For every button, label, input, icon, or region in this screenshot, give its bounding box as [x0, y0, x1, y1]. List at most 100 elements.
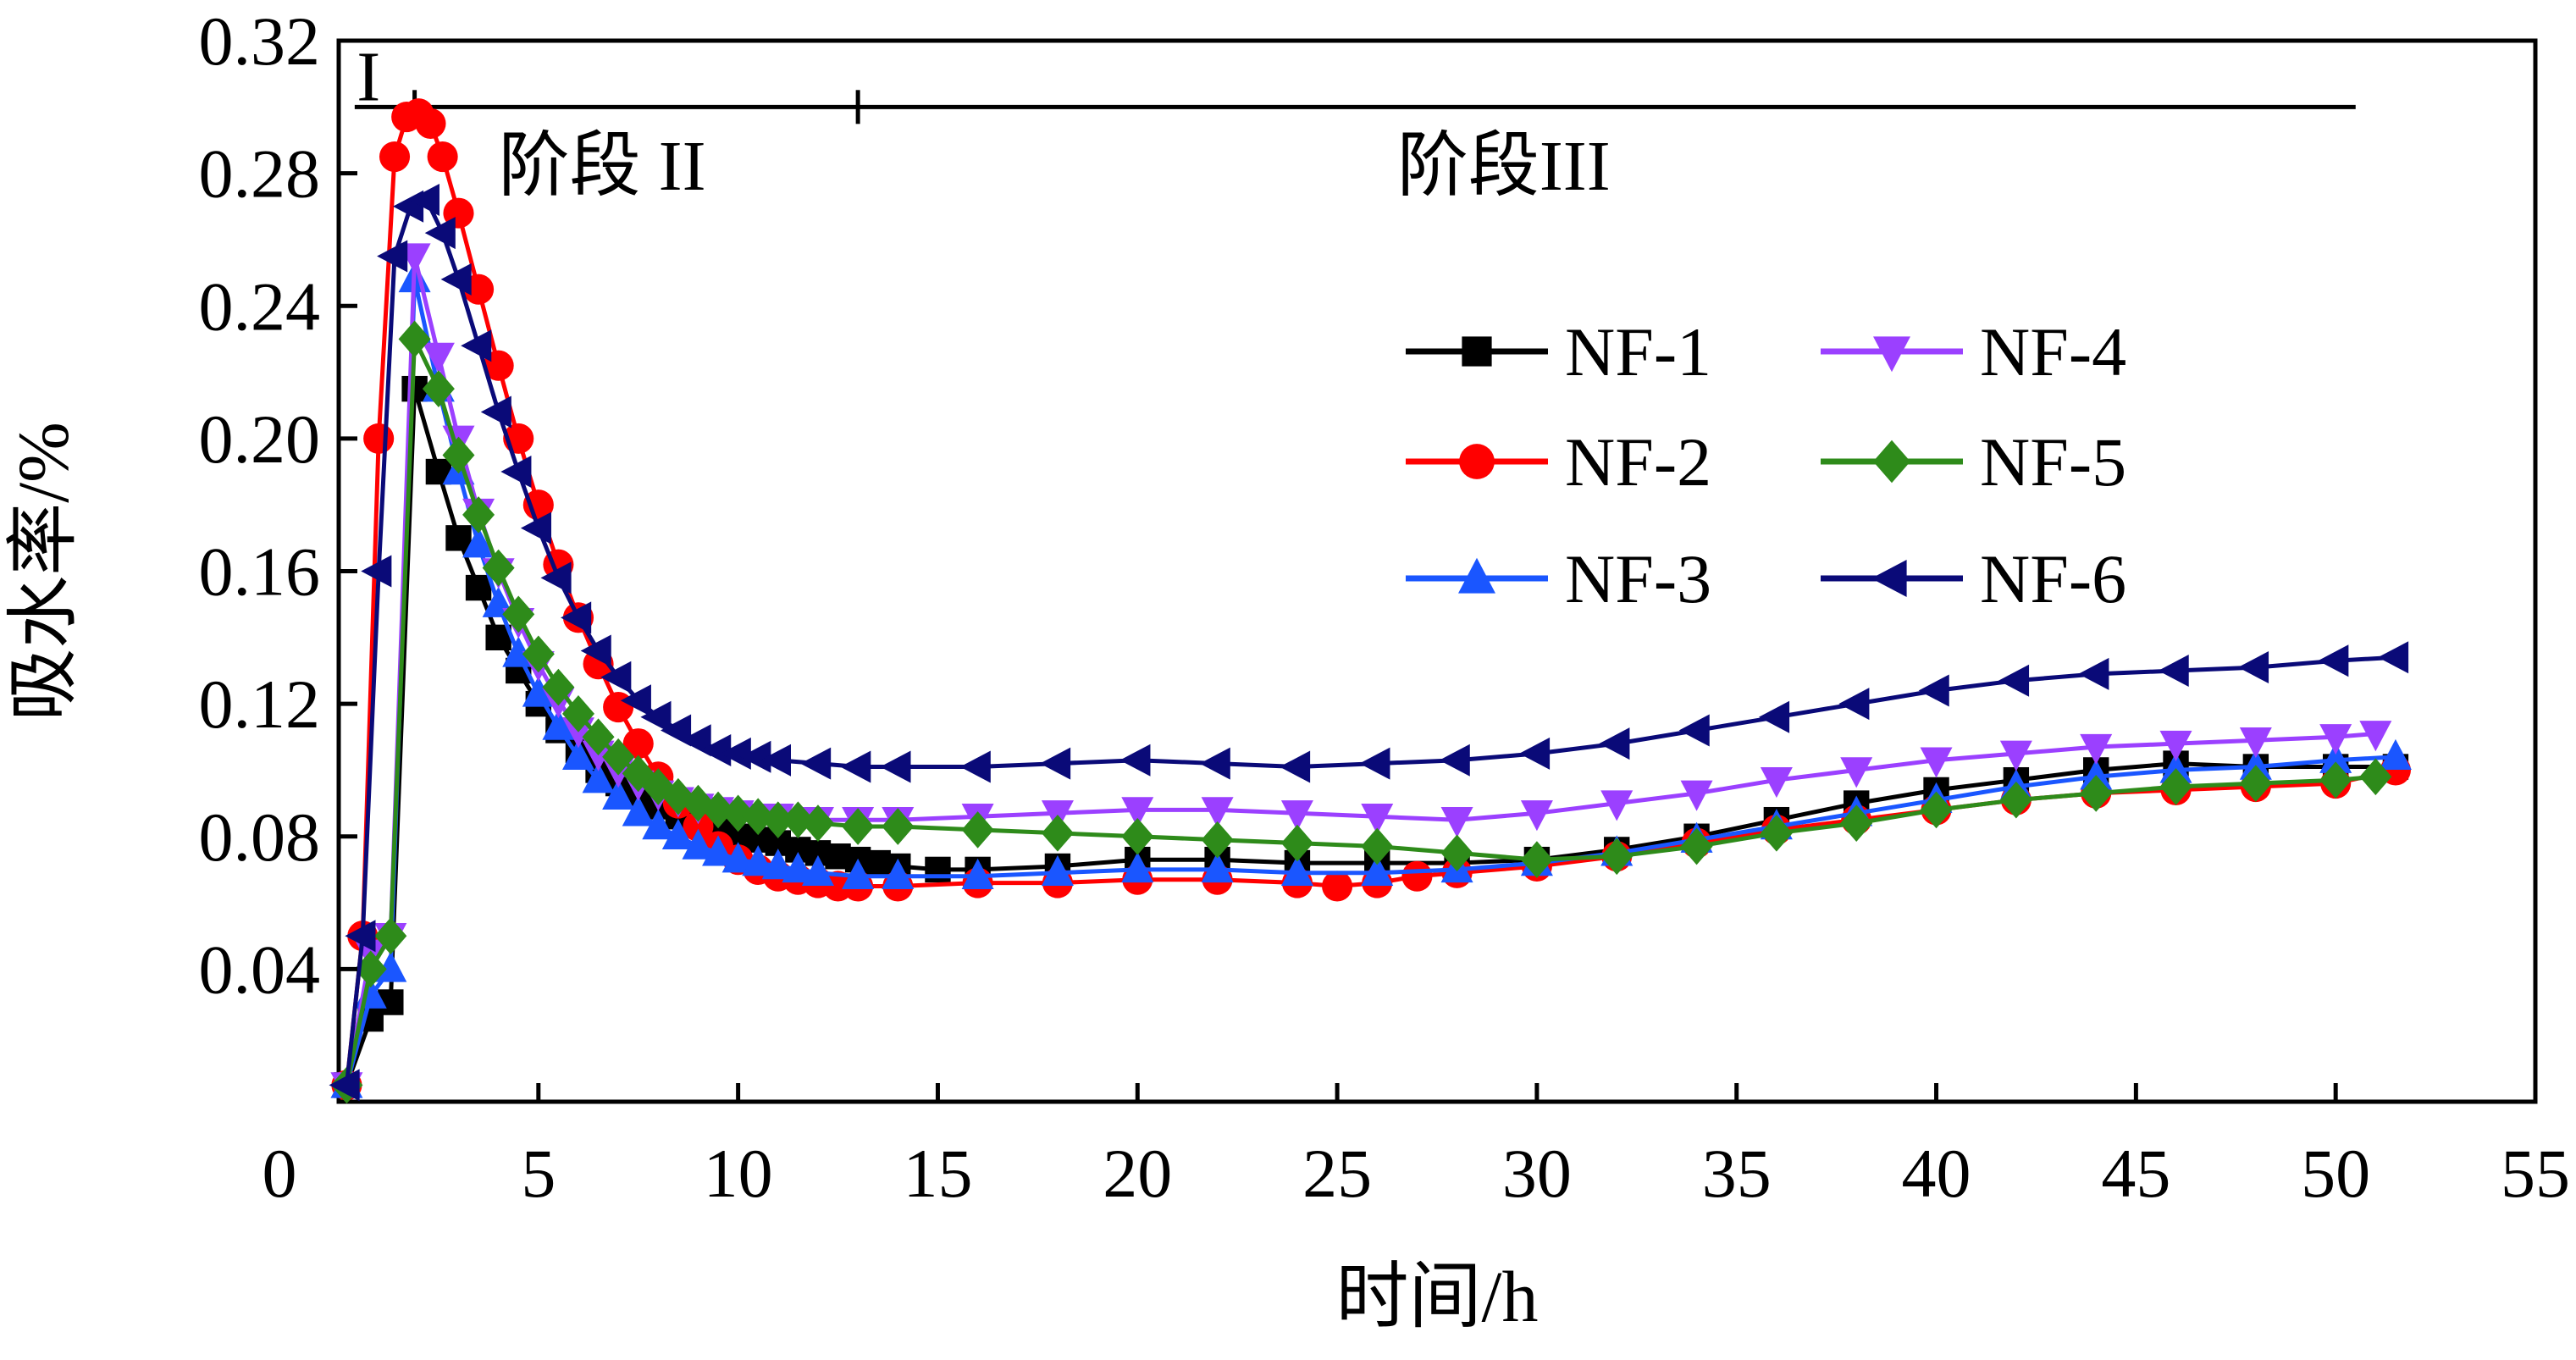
data-point	[1280, 854, 1313, 887]
data-point	[1680, 827, 1713, 865]
x-tick-label: 45	[2101, 1135, 2170, 1212]
data-point	[440, 263, 472, 296]
data-point	[2239, 765, 2272, 802]
data-point	[408, 183, 439, 216]
data-point	[1998, 664, 2030, 697]
legend: NF-1 NF-2 NF-3 NF-4 NF-5 NF-6	[1406, 313, 2126, 617]
data-point	[1519, 737, 1551, 770]
axis-layer: 5 10 15 20 25 30 35 40 45 50 55 0.04 0.08 0.12 0.16 0.2…	[199, 3, 2571, 1212]
legend-marker	[1459, 444, 1495, 479]
x-tick-label: 50	[2301, 1135, 2370, 1212]
data-point	[522, 635, 555, 673]
x-tick-label: 25	[1302, 1135, 1372, 1212]
legend-item-nf-5: NF-5	[1821, 423, 2126, 500]
data-point	[582, 740, 615, 771]
data-point	[602, 778, 635, 810]
data-point	[480, 395, 511, 428]
x-tick-label: 5	[521, 1135, 556, 1212]
data-point	[1361, 804, 1394, 835]
legend-label: NF-6	[1980, 540, 2126, 617]
data-point	[761, 849, 794, 880]
data-point	[1678, 714, 1710, 747]
data-point	[760, 744, 791, 777]
data-point	[1680, 780, 1713, 811]
y-tick-label: 0.24	[199, 268, 321, 345]
stage-annotations: I 阶段 II 阶段III	[354, 37, 2356, 206]
data-point	[640, 700, 672, 733]
data-point	[2378, 641, 2409, 674]
data-point	[642, 809, 675, 840]
data-point	[1999, 781, 2032, 819]
data-point	[1840, 804, 1873, 842]
legend-item-nf-4: NF-4	[1821, 313, 2126, 390]
data-point	[742, 798, 775, 836]
data-point	[721, 794, 755, 832]
data-point	[2359, 721, 2392, 752]
legend-marker	[1462, 336, 1492, 367]
data-point	[502, 636, 535, 667]
data-point	[1520, 800, 1553, 832]
y-tick-label: 0.08	[199, 799, 321, 876]
data-point	[721, 842, 755, 873]
stage-label-3: 阶段III	[1397, 127, 1611, 206]
origin-label: 0	[263, 1135, 297, 1212]
data-point	[2319, 761, 2352, 799]
data-point	[1280, 750, 1311, 783]
y-tick-label: 0.12	[199, 666, 321, 743]
data-point	[424, 217, 456, 250]
data-point	[2239, 727, 2272, 759]
x-tick-label: 35	[1702, 1135, 1772, 1212]
y-axis-title: 吸水率/%	[3, 422, 84, 721]
data-point	[398, 320, 431, 358]
data-point	[882, 808, 915, 845]
stage-label-2: 阶段 II	[499, 127, 706, 206]
series-nf-5	[330, 320, 2392, 1104]
data-point	[502, 595, 535, 633]
data-point	[462, 496, 495, 533]
x-axis-title: 时间/h	[1336, 1256, 1539, 1337]
data-point	[361, 555, 392, 588]
data-point	[422, 370, 455, 407]
data-point	[1040, 747, 1071, 780]
data-point	[374, 951, 407, 982]
data-point	[1440, 834, 1473, 872]
data-point	[840, 750, 871, 783]
data-point	[1920, 791, 1953, 829]
data-point	[680, 724, 711, 757]
data-point	[1199, 747, 1230, 780]
legend-label: NF-4	[1980, 313, 2126, 390]
data-point	[1440, 806, 1473, 838]
series-nf-6	[329, 183, 2409, 1102]
data-point	[2159, 730, 2192, 762]
data-point	[1520, 841, 1553, 879]
data-point	[1599, 727, 1630, 760]
data-point	[801, 804, 834, 842]
legend-item-nf-1: NF-1	[1406, 313, 1711, 390]
data-point	[1041, 854, 1074, 887]
data-point	[1838, 688, 1870, 721]
data-point	[1401, 860, 1433, 892]
data-point	[1280, 824, 1313, 862]
legend-marker	[1873, 440, 1910, 484]
data-point	[462, 527, 495, 558]
x-tick-label: 10	[704, 1135, 773, 1212]
data-point	[500, 456, 532, 489]
data-point	[582, 718, 615, 756]
data-point	[415, 108, 446, 139]
data-point	[445, 525, 472, 551]
data-point	[600, 661, 632, 694]
data-point	[2080, 733, 2113, 765]
data-point	[561, 601, 592, 634]
data-point	[1600, 838, 1633, 876]
data-point	[1760, 814, 1793, 852]
legend-marker	[1458, 557, 1495, 594]
data-point	[2237, 651, 2269, 684]
data-point	[329, 1069, 360, 1102]
x-tick-label: 55	[2501, 1135, 2570, 1212]
data-point	[2080, 759, 2113, 790]
data-point	[683, 810, 714, 843]
data-point	[582, 762, 615, 793]
data-point	[1201, 821, 1234, 859]
